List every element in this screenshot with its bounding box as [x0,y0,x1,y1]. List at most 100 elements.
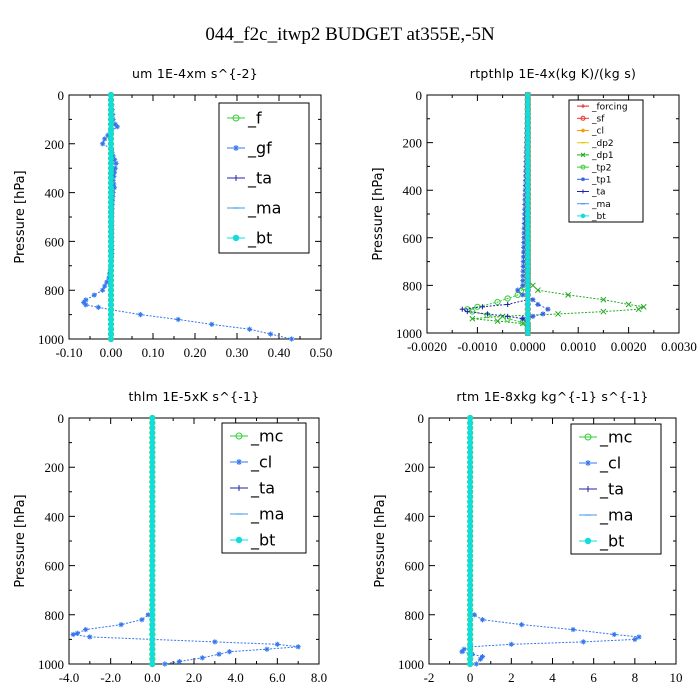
data-point [467,661,474,667]
data-point [524,154,531,160]
data-point [524,315,531,322]
data-point [467,641,474,648]
data-point [521,235,527,241]
data-point [108,101,114,108]
legend-label: _dp2 [591,139,614,149]
data-point [108,223,114,230]
data-point [108,316,114,323]
legend-marker [585,460,591,466]
data-point [108,258,114,264]
legend: _f _gf _ta _ma _bt [218,102,310,254]
x-tick-label: 0 [467,670,474,685]
data-point [635,306,642,313]
data-point [149,484,156,490]
data-point [108,111,114,118]
data-point [520,273,526,279]
data-point [149,616,156,623]
data-point [521,216,528,222]
data-point [520,263,526,269]
data-point [149,602,156,608]
data-point [524,230,531,236]
x-tick-label: 0.30 [226,345,249,360]
data-point [108,302,114,308]
data-point [520,292,526,298]
data-point [108,306,114,313]
data-point [149,508,156,515]
legend-label: _cl [250,453,272,473]
data-point [110,177,116,183]
data-point [534,287,541,294]
data-point [521,239,527,246]
y-tick-label: 0 [58,88,65,103]
data-point [467,597,474,603]
data-point [529,282,536,289]
y-axis-label: Pressure [hPa] [373,494,388,587]
data-point [524,277,531,284]
y-tick-label: 1000 [396,326,422,341]
data-point [524,263,531,270]
data-point [83,297,89,303]
data-point [519,622,525,628]
y-tick-label: 0 [418,411,425,426]
data-point [149,636,156,643]
data-point [524,220,531,227]
data-point [149,661,156,667]
data-point [83,302,89,308]
data-point [467,420,474,426]
x-tick-label: 0.10 [142,345,165,360]
data-point [467,651,474,657]
data-point [467,474,474,480]
data-point [522,211,528,217]
data-point [524,125,531,132]
data-point [81,299,87,305]
data-point [524,254,531,260]
data-point [149,439,156,446]
data-point [105,132,111,138]
data-point [467,498,474,505]
data-point [469,315,476,322]
legend-marker [580,213,586,219]
y-tick-label: 600 [45,234,65,249]
y-tick-label: 200 [405,460,425,475]
data-point [110,153,116,159]
data-point [91,292,97,298]
y-tick-label: 400 [403,183,423,198]
x-tick-label: 0.20 [184,345,207,360]
legend-marker [580,115,586,121]
data-point [467,488,474,495]
data-point [524,192,531,198]
data-point [520,282,526,288]
data-point [524,258,531,265]
data-point [467,616,474,623]
data-point [108,331,114,337]
x-tick-label: -4.0 [59,670,80,685]
data-point [175,316,181,323]
data-point [530,313,536,319]
data-point [524,135,531,141]
data-point [494,298,501,306]
x-tick-label: -0.10 [55,345,82,360]
x-tick-label: 0.0000 [510,339,546,354]
data-point [524,106,531,113]
data-point [149,518,156,525]
panel-title: um 1E-4xm s^{-2} [132,66,258,81]
y-tick-label: 800 [45,283,65,298]
data-point [467,611,474,618]
x-tick-label: 8 [632,670,639,685]
data-point [108,184,114,191]
data-point [524,173,531,179]
data-point [524,225,531,232]
y-tick-label: 200 [403,136,423,151]
data-point [108,145,114,152]
data-point [108,165,114,172]
legend-label: _ta [599,480,624,500]
data-point [467,533,474,539]
data-point [212,639,218,645]
data-point [524,320,531,327]
data-point [524,244,531,251]
data-point [149,434,156,441]
data-point [467,552,474,559]
data-point [479,617,486,623]
data-point [521,249,527,255]
legend-label: _bt [247,229,272,249]
